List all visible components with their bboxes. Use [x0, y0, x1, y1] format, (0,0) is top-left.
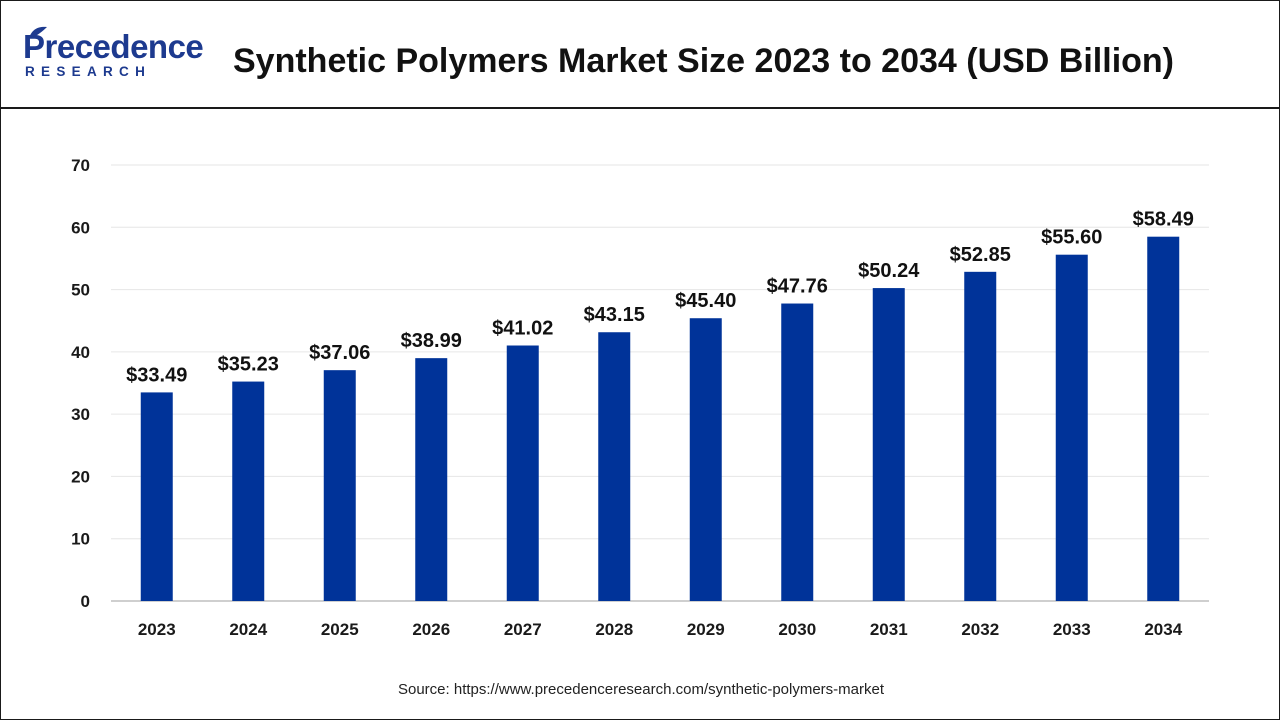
y-tick-label: 50 — [71, 281, 90, 300]
x-tick-label-2033: 2033 — [1053, 620, 1091, 639]
bar-2030 — [781, 303, 814, 601]
x-tick-label-2027: 2027 — [504, 620, 542, 639]
bar-2026 — [415, 358, 448, 601]
data-label-2024: $35.23 — [218, 354, 279, 376]
x-tick-label-2034: 2034 — [1144, 620, 1182, 639]
y-tick-label: 70 — [71, 156, 90, 175]
bar-2034 — [1147, 236, 1180, 601]
source-note: Source: https://www.precedenceresearch.c… — [397, 681, 885, 698]
leaf-icon — [29, 26, 47, 39]
data-label-2030: $47.76 — [767, 276, 828, 298]
bar-2031 — [872, 288, 905, 601]
y-tick-label: 60 — [71, 218, 90, 237]
x-tick-label-2029: 2029 — [687, 620, 725, 639]
x-tick-label-2028: 2028 — [595, 620, 633, 639]
data-label-2028: $43.15 — [584, 304, 645, 326]
y-tick-label: 30 — [71, 405, 90, 424]
data-label-2033: $55.60 — [1041, 227, 1102, 249]
chart-title: Synthetic Polymers Market Size 2023 to 2… — [233, 42, 1174, 80]
x-tick-label-2030: 2030 — [778, 620, 816, 639]
y-tick-label: 0 — [81, 592, 90, 611]
gridlines — [111, 164, 1209, 602]
x-tick-label-2023: 2023 — [138, 620, 176, 639]
x-tick-label-2026: 2026 — [412, 620, 450, 639]
data-label-2023: $33.49 — [126, 364, 187, 386]
x-tick-label-2024: 2024 — [229, 620, 267, 639]
brand-logo: Precedence RESEARCH — [23, 26, 213, 85]
bars — [140, 236, 1180, 602]
data-label-2027: $41.02 — [492, 318, 553, 340]
x-tick-label-2032: 2032 — [961, 620, 999, 639]
x-tick-label-2031: 2031 — [870, 620, 908, 639]
bar-2033 — [1055, 254, 1088, 602]
bar-2027 — [506, 345, 539, 601]
bar-2032 — [964, 271, 997, 601]
data-label-2025: $37.06 — [309, 342, 370, 364]
bar-2024 — [232, 381, 265, 601]
y-axis-ticks: 0 10 20 30 40 50 60 70 — [71, 156, 90, 611]
data-label-2031: $50.24 — [858, 260, 920, 282]
data-label-2026: $38.99 — [401, 330, 462, 352]
y-tick-label: 40 — [71, 343, 90, 362]
logo-subtitle: RESEARCH — [25, 64, 152, 79]
data-labels: $33.49 $35.23 $37.06 $38.99 $41.02 $43.15 $45.… — [126, 209, 1194, 387]
data-label-2032: $52.85 — [950, 244, 1011, 266]
data-label-2034: $58.49 — [1133, 209, 1194, 231]
bar-2029 — [689, 318, 722, 601]
bar-2023 — [140, 392, 173, 601]
x-tick-label-2025: 2025 — [321, 620, 359, 639]
y-tick-label: 20 — [71, 467, 90, 486]
x-axis-ticks: 2023 2024 2025 2026 2027 2028 2029 2030 2031 2032… — [138, 620, 1183, 639]
bar-2028 — [598, 332, 631, 601]
bar-2025 — [323, 370, 356, 601]
logo-wordmark: Precedence — [23, 28, 204, 65]
data-label-2029: $45.40 — [675, 290, 736, 312]
y-tick-label: 10 — [71, 530, 90, 549]
header: Precedence RESEARCH Synthetic Polymers M… — [1, 1, 1279, 109]
